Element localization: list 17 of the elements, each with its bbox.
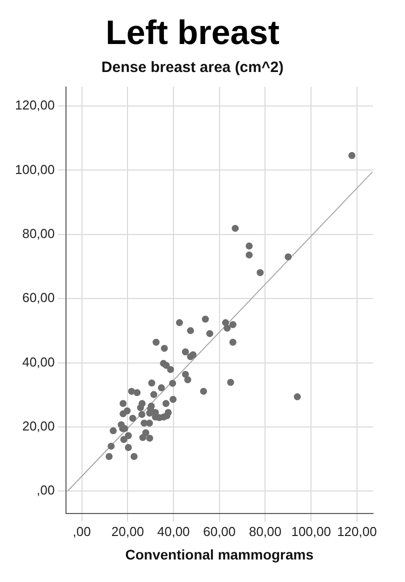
x-tick-label: 120,00 <box>337 524 377 539</box>
x-tick-label: 40,00 <box>157 524 190 539</box>
chart-subtitle: Dense breast area (cm^2) <box>101 58 284 76</box>
chart-title: Left breast <box>106 14 280 52</box>
y-tick-label: ,00 <box>36 482 55 498</box>
x-tick-label: 20,00 <box>111 524 144 539</box>
x-tick-label: 80,00 <box>248 524 282 539</box>
y-tick-label: 40,00 <box>22 354 55 370</box>
x-tick-label: ,00 <box>72 524 91 539</box>
y-tick-label: 20,00 <box>22 418 55 434</box>
y-tick-label: 80,00 <box>22 226 55 241</box>
x-tick-label: 100,00 <box>291 524 331 539</box>
x-axis-title: Conventional mammograms <box>125 546 314 562</box>
y-tick-label: 60,00 <box>22 290 55 306</box>
x-tick-label: 60,00 <box>203 524 236 539</box>
y-tick-label: 100,00 <box>14 162 55 177</box>
y-tick-label: 120,00 <box>14 98 55 113</box>
